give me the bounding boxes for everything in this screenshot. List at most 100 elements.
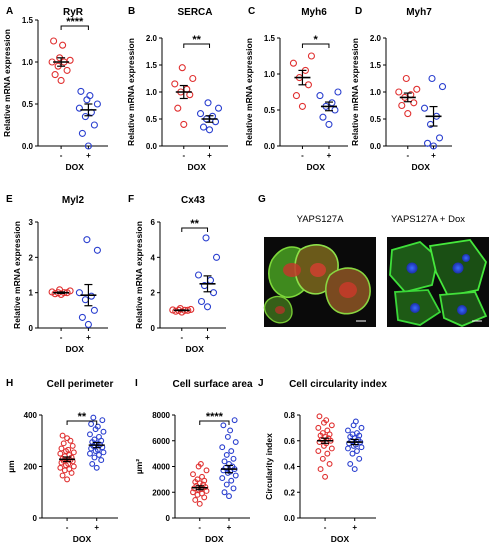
y-tick-label: 1.0: [146, 88, 158, 97]
y-tick-label: 1.5: [264, 34, 276, 43]
chart-e: E Myl2 0 1 2 3 Relative mRNA expression - +DOX: [6, 194, 108, 354]
panel-letter: C: [248, 6, 255, 17]
y-tick-label: 1.5: [370, 61, 382, 70]
data-point: [190, 489, 196, 496]
data-point: [224, 433, 231, 440]
data-point: [174, 104, 182, 112]
data-point: [316, 92, 324, 100]
data-point: [205, 126, 214, 134]
data-point: [59, 41, 67, 49]
data-point: [354, 448, 360, 454]
chart-title: Myl2: [62, 195, 85, 206]
y-tick-label: 0.5: [264, 106, 276, 115]
y-tick-label: 4: [151, 253, 156, 262]
significance-label: ****: [206, 411, 224, 423]
x-group-label: DOX: [185, 344, 204, 354]
data-point: [93, 246, 101, 254]
x-category-label: +: [205, 333, 210, 342]
data-point: [93, 464, 100, 471]
data-point: [420, 104, 429, 112]
y-tick-label: 400: [24, 411, 38, 420]
data-point: [232, 439, 239, 445]
x-category-label: -: [198, 523, 201, 532]
microscopy-panel: G YAPS127A YAPS127A + Dox: [258, 194, 489, 327]
chart-j: J Cell circularity index 0.0 0.2 0.4 0.6 0.8 Ci…: [258, 378, 387, 544]
data-point: [358, 444, 365, 451]
significance-bracket: [199, 420, 230, 425]
data-point: [322, 473, 329, 480]
data-point: [89, 460, 96, 467]
y-tick-label: 2.0: [370, 34, 382, 43]
y-tick-label: 3: [29, 218, 34, 227]
data-point: [228, 477, 235, 484]
data-point: [78, 313, 86, 321]
data-point: [352, 418, 359, 425]
y-tick-label: 0: [29, 324, 34, 333]
x-category-label: -: [60, 333, 63, 342]
data-point: [395, 88, 403, 96]
data-point: [192, 497, 199, 503]
x-category-label: -: [60, 151, 63, 160]
x-category-label: +: [207, 151, 212, 160]
y-tick-label: 4000: [152, 463, 170, 472]
data-point: [197, 297, 206, 306]
data-point: [347, 460, 354, 467]
data-point: [96, 433, 102, 440]
data-point: [81, 113, 89, 121]
data-point: [93, 100, 101, 108]
y-tick-label: 0.5: [22, 100, 34, 109]
y-axis-label: Relative mRNA expression: [244, 38, 254, 146]
data-point: [438, 83, 447, 91]
chart-h: H Cell perimeter 0 200 400 µm - +DOX **: [6, 378, 118, 544]
data-point: [428, 74, 436, 83]
y-tick-label: 0.5: [370, 115, 382, 124]
data-point: [358, 424, 365, 431]
data-point: [84, 142, 92, 150]
data-point: [83, 236, 91, 244]
data-point: [88, 421, 95, 427]
data-point: [319, 430, 326, 436]
x-category-label: -: [301, 151, 304, 160]
x-group-label: DOX: [411, 162, 430, 172]
x-group-label: DOX: [66, 344, 85, 354]
data-point: [96, 451, 102, 458]
data-point: [77, 87, 85, 95]
data-point: [178, 64, 186, 72]
data-point: [232, 472, 239, 479]
data-point: [324, 427, 331, 434]
data-point: [328, 445, 335, 452]
charts-layer: A RyR 0.0 0.5 1.0 1.5 Relative mRNA expression…: [2, 6, 452, 544]
data-point: [194, 476, 201, 483]
x-category-label: -: [182, 151, 185, 160]
panel-letter: E: [6, 194, 13, 205]
panel-letter: B: [128, 6, 135, 17]
data-point: [354, 430, 360, 436]
y-axis-label: Circularity index: [264, 433, 274, 500]
y-axis-label: Relative mRNA expression: [134, 221, 144, 329]
data-point: [70, 463, 77, 470]
data-point: [351, 466, 358, 473]
data-point: [199, 123, 208, 131]
micrograph-title-2: YAPS127A + Dox: [391, 214, 465, 225]
data-point: [307, 52, 315, 60]
x-group-label: DOX: [187, 162, 206, 172]
data-point: [190, 471, 196, 478]
x-group-label: DOX: [66, 162, 85, 172]
chart-b: B SERCA 0.0 0.5 1.0 1.5 2.0 Relative mRNA expre…: [126, 6, 228, 172]
data-point: [194, 271, 203, 279]
chart-title: Cell perimeter: [47, 379, 114, 390]
data-point: [203, 488, 210, 494]
data-point: [214, 104, 223, 112]
significance-bracket: [181, 227, 209, 232]
y-tick-label: 0.5: [146, 115, 158, 124]
data-point: [292, 92, 300, 100]
chart-d: D Myh7 0.0 0.5 1.0 1.5 2.0 Relative mRNA expres…: [350, 6, 452, 172]
data-point: [423, 139, 432, 147]
data-point: [59, 432, 66, 439]
data-point: [90, 414, 97, 421]
data-point: [319, 455, 326, 462]
y-tick-label: 2.0: [146, 34, 158, 43]
data-point: [203, 467, 210, 474]
data-point: [325, 120, 333, 128]
chart-title: Cx43: [181, 195, 205, 206]
